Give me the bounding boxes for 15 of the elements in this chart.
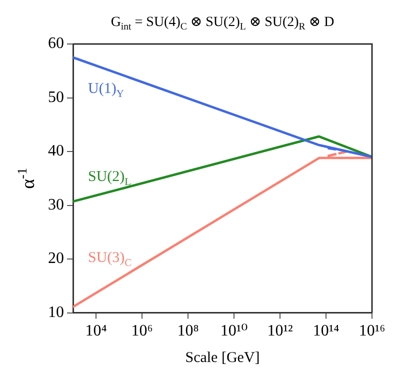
y-tick-label: 30 — [48, 196, 64, 214]
x-tick-label: 10¹⁴ — [312, 322, 340, 340]
y-tick-label: 60 — [48, 35, 64, 52]
x-tick-label: 10¹² — [267, 322, 293, 340]
x-tick-label: 10¹⁶ — [358, 322, 386, 340]
x-tick-label: 10⁶ — [131, 322, 153, 340]
x-tick-label: 10⁴ — [85, 322, 108, 340]
y-axis-title: α-1 — [14, 168, 39, 189]
y-tick-label: 10 — [48, 304, 64, 322]
x-tick-label: 10⁸ — [177, 322, 199, 340]
x-axis-title: Scale [GeV] — [185, 350, 260, 366]
y-tick-label: 50 — [48, 88, 64, 106]
y-tick-label: 40 — [48, 142, 64, 160]
x-tick-label: 10¹⁰ — [220, 322, 248, 340]
y-tick-label: 20 — [48, 250, 64, 268]
